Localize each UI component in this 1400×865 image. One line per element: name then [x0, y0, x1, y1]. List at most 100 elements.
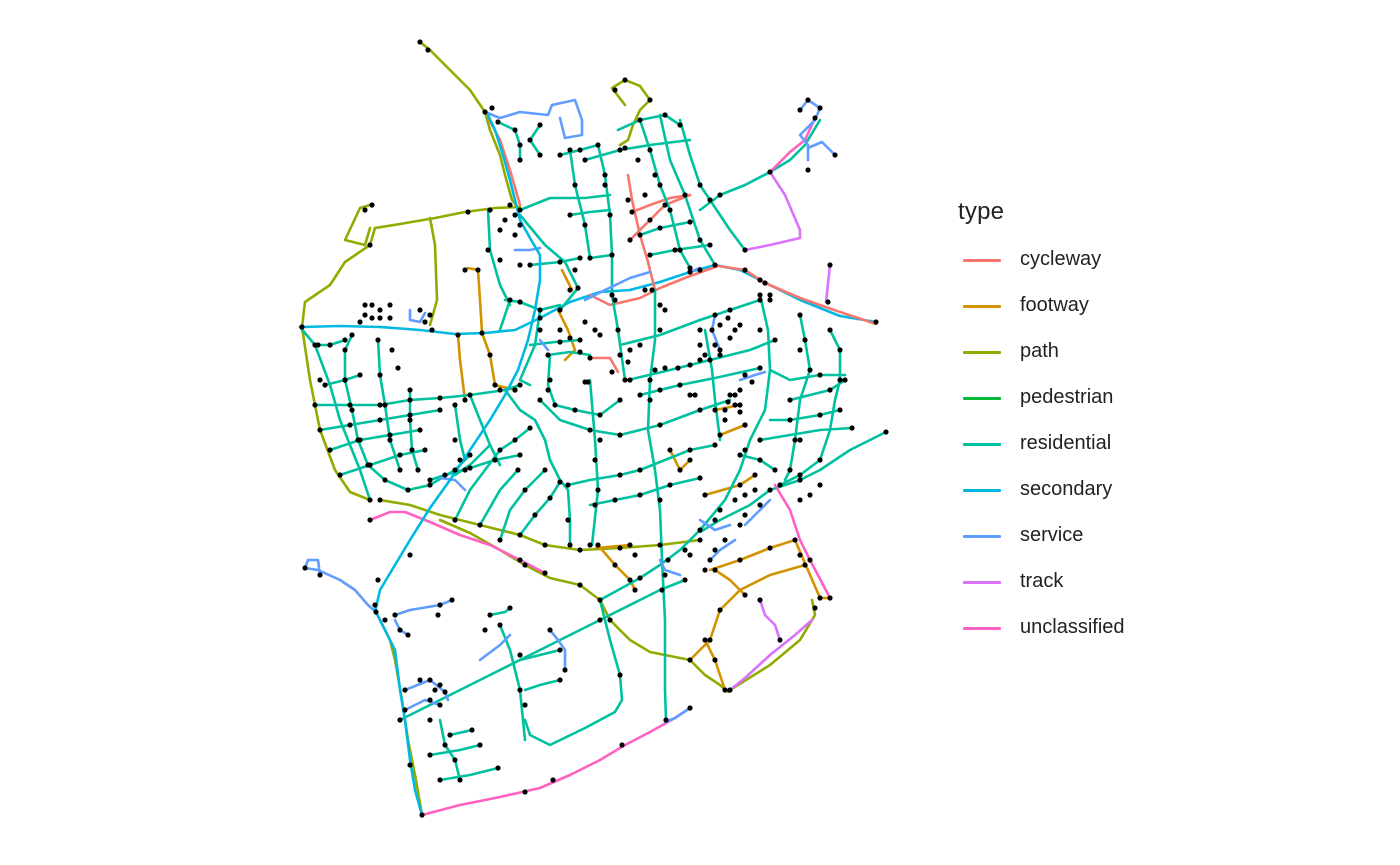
legend-label-residential: residential: [1020, 432, 1112, 454]
network-node: [612, 562, 618, 568]
network-node: [342, 337, 348, 343]
network-node: [407, 417, 413, 423]
network-node: [497, 387, 503, 393]
road-secondary: [373, 113, 542, 614]
network-node: [742, 422, 748, 428]
network-node: [565, 517, 571, 523]
network-node: [697, 267, 703, 273]
network-node: [317, 427, 323, 433]
network-node: [697, 407, 703, 413]
network-node: [427, 477, 433, 483]
network-node: [657, 225, 663, 231]
road-residential: [646, 288, 668, 722]
network-node: [572, 182, 578, 188]
network-node: [419, 812, 425, 818]
road-path: [343, 203, 372, 247]
network-node: [512, 232, 518, 238]
network-node: [722, 687, 728, 693]
network-node: [662, 365, 668, 371]
network-node: [550, 777, 556, 783]
network-node: [435, 612, 441, 618]
road-residential: [518, 308, 542, 387]
network-node: [777, 637, 783, 643]
network-node: [615, 327, 621, 333]
network-node: [429, 327, 435, 333]
network-node: [817, 482, 823, 488]
network-node: [377, 417, 383, 423]
network-node: [437, 702, 443, 708]
legend-item-service: service: [958, 516, 1083, 562]
network-node: [537, 152, 543, 158]
road-residential: [328, 428, 422, 452]
network-node: [302, 565, 308, 571]
network-node: [407, 412, 413, 418]
road-track: [728, 618, 814, 692]
network-node: [727, 307, 733, 313]
network-node: [607, 617, 613, 623]
network-node: [522, 562, 528, 568]
network-node: [757, 297, 763, 303]
network-node: [407, 387, 413, 393]
network-node: [507, 202, 513, 208]
network-node: [522, 789, 528, 795]
network-node: [522, 702, 528, 708]
network-node: [542, 467, 548, 473]
network-node: [737, 452, 743, 458]
network-node: [717, 322, 723, 328]
network-node: [375, 337, 381, 343]
network-node: [587, 427, 593, 433]
network-node: [807, 557, 813, 563]
network-node: [757, 277, 763, 283]
network-node: [687, 392, 693, 398]
network-node: [517, 532, 523, 538]
network-node: [317, 377, 323, 383]
network-node: [742, 247, 748, 253]
network-node: [557, 307, 563, 313]
network-node: [767, 545, 773, 551]
network-node: [712, 262, 718, 268]
network-node: [635, 157, 641, 163]
legend-label-footway: footway: [1020, 294, 1089, 316]
road-residential: [546, 350, 592, 357]
network-node: [469, 727, 475, 733]
network-node: [373, 609, 379, 615]
road-residential: [768, 118, 822, 174]
network-node: [609, 252, 615, 258]
network-node: [732, 402, 738, 408]
network-node: [792, 537, 798, 543]
network-node: [742, 372, 748, 378]
network-node: [557, 647, 563, 653]
network-node: [517, 142, 523, 148]
network-node: [312, 342, 318, 348]
network-node: [637, 232, 643, 238]
network-node: [717, 347, 723, 353]
network-node: [369, 302, 375, 308]
network-node: [382, 477, 388, 483]
network-node: [827, 327, 833, 333]
network-node: [512, 212, 518, 218]
road-unclassified: [768, 116, 817, 174]
network-node: [617, 397, 623, 403]
network-node: [727, 335, 733, 341]
network-node: [462, 397, 468, 403]
road-service: [478, 633, 512, 662]
road-service: [583, 270, 652, 302]
network-node: [587, 355, 593, 361]
legend-key-unclassified: [963, 627, 1001, 630]
network-node: [349, 332, 355, 338]
network-node: [712, 312, 718, 318]
network-node: [805, 167, 811, 173]
network-node: [595, 142, 601, 148]
network-node: [372, 602, 378, 608]
road-residential: [523, 678, 562, 692]
network-node: [757, 457, 763, 463]
network-node: [597, 617, 603, 623]
network-node: [727, 687, 733, 693]
network-node: [677, 247, 683, 253]
road-residential: [518, 480, 562, 537]
network-node: [647, 97, 653, 103]
network-node: [725, 315, 731, 321]
network-node: [497, 257, 503, 263]
network-node: [395, 365, 401, 371]
